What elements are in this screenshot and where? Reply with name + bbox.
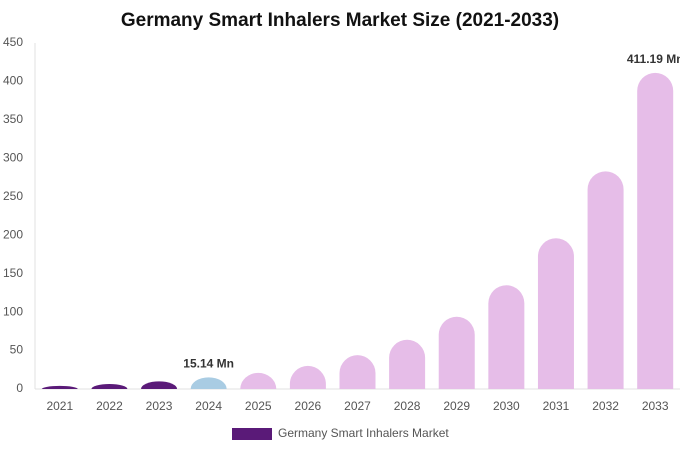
bar bbox=[289, 365, 326, 389]
legend-label: Germany Smart Inhalers Market bbox=[278, 426, 449, 440]
bar bbox=[488, 285, 525, 389]
chart-title: Germany Smart Inhalers Market Size (2021… bbox=[121, 10, 559, 31]
y-tick-label: 350 bbox=[3, 112, 23, 126]
x-tick-label: 2025 bbox=[245, 399, 272, 413]
bar bbox=[141, 381, 178, 389]
y-tick-label: 300 bbox=[3, 151, 23, 165]
bar bbox=[637, 72, 674, 389]
x-tick-label: 2023 bbox=[146, 399, 173, 413]
x-tick-label: 2031 bbox=[543, 399, 570, 413]
y-tick-label: 400 bbox=[3, 74, 23, 88]
x-tick-label: 2033 bbox=[642, 399, 669, 413]
bar bbox=[389, 339, 426, 389]
bar bbox=[91, 384, 128, 389]
y-tick-label: 100 bbox=[3, 304, 23, 318]
y-tick-label: 50 bbox=[10, 343, 24, 357]
bar bbox=[537, 238, 574, 389]
x-tick-label: 2026 bbox=[295, 399, 322, 413]
data-label: 15.14 Mn bbox=[183, 357, 234, 371]
bar bbox=[339, 355, 376, 389]
x-tick-label: 2027 bbox=[344, 399, 371, 413]
x-tick-label: 2032 bbox=[592, 399, 619, 413]
x-tick-label: 2024 bbox=[195, 399, 222, 413]
bar bbox=[438, 316, 475, 389]
bar bbox=[240, 372, 277, 389]
y-tick-label: 150 bbox=[3, 266, 23, 280]
legend-swatch bbox=[232, 428, 272, 440]
x-tick-label: 2021 bbox=[46, 399, 73, 413]
data-label: 411.19 Mn bbox=[627, 52, 680, 66]
y-tick-label: 200 bbox=[3, 227, 23, 241]
x-tick-label: 2029 bbox=[443, 399, 470, 413]
x-tick-label: 2030 bbox=[493, 399, 520, 413]
y-tick-label: 0 bbox=[16, 381, 23, 395]
bar bbox=[190, 377, 227, 389]
x-tick-label: 2022 bbox=[96, 399, 123, 413]
x-tick-label: 2028 bbox=[394, 399, 421, 413]
y-tick-label: 250 bbox=[3, 189, 23, 203]
bar bbox=[587, 171, 624, 389]
bar bbox=[41, 385, 78, 389]
y-tick-label: 450 bbox=[3, 35, 23, 49]
